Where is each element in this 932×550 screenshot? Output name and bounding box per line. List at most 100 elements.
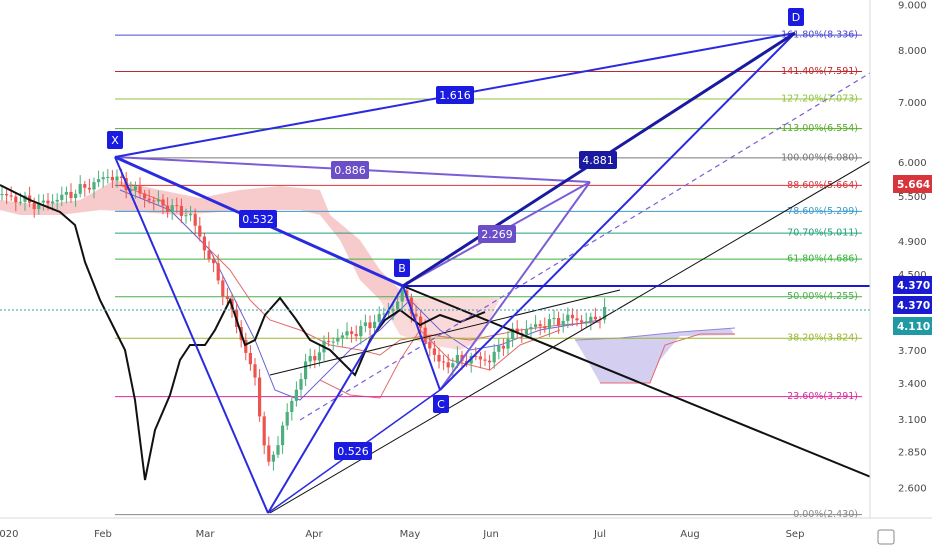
candle bbox=[138, 186, 142, 194]
candle bbox=[497, 345, 501, 352]
icon-box[interactable] bbox=[877, 529, 895, 545]
candle bbox=[414, 313, 418, 317]
ratio-box bbox=[331, 161, 369, 179]
time-label: Jun bbox=[482, 529, 499, 540]
candle bbox=[92, 182, 96, 190]
price-tag: 4.370 bbox=[897, 300, 930, 312]
candle bbox=[83, 184, 87, 188]
candle bbox=[0, 194, 4, 196]
price-label: 4.500 bbox=[898, 270, 927, 281]
point-label: C bbox=[437, 398, 445, 411]
candle bbox=[515, 328, 519, 334]
candle bbox=[74, 193, 78, 199]
candle bbox=[478, 356, 482, 360]
candle bbox=[23, 195, 27, 202]
fib-label: 113.00%(6.554) bbox=[781, 123, 858, 134]
candle bbox=[396, 301, 400, 309]
candle bbox=[202, 236, 206, 251]
candle bbox=[225, 296, 229, 300]
candle bbox=[455, 354, 459, 364]
labels: X B C D 1.616 0.886 0.532 2.269 0.526 4.881 bbox=[107, 8, 804, 460]
price-label: 7.000 bbox=[898, 98, 927, 109]
candle bbox=[133, 186, 137, 191]
candle bbox=[552, 318, 556, 320]
candle bbox=[156, 199, 160, 202]
candle bbox=[46, 200, 50, 204]
candle bbox=[524, 329, 528, 335]
candle bbox=[570, 314, 574, 319]
candle bbox=[442, 361, 446, 363]
candle bbox=[580, 320, 584, 323]
candle bbox=[345, 331, 349, 336]
candle bbox=[143, 193, 147, 199]
candle bbox=[340, 335, 344, 338]
candle bbox=[543, 326, 547, 329]
candle bbox=[327, 340, 331, 342]
candle bbox=[64, 191, 68, 195]
candle bbox=[78, 184, 82, 194]
candle bbox=[501, 345, 505, 349]
candle bbox=[331, 341, 335, 343]
candle bbox=[428, 342, 432, 349]
candle bbox=[120, 176, 124, 179]
candle bbox=[101, 177, 105, 180]
fib-label: 0.00%(2.430) bbox=[793, 509, 858, 520]
fib-label: 78.60%(5.299) bbox=[787, 206, 858, 217]
candle bbox=[248, 352, 252, 365]
candle bbox=[557, 318, 561, 326]
candle bbox=[294, 389, 298, 401]
candle bbox=[281, 425, 285, 446]
candle bbox=[207, 250, 211, 259]
candle bbox=[299, 379, 303, 390]
candle bbox=[179, 205, 183, 216]
candle bbox=[313, 356, 317, 361]
candle bbox=[354, 333, 358, 337]
point-label: X bbox=[111, 134, 119, 147]
time-label: 2020 bbox=[0, 529, 18, 540]
point-box bbox=[788, 8, 804, 26]
candle bbox=[409, 297, 413, 314]
price-label: 9.000 bbox=[898, 0, 927, 11]
time-label: Apr bbox=[305, 529, 323, 540]
candle bbox=[244, 339, 248, 353]
candle bbox=[198, 225, 202, 237]
candle bbox=[147, 198, 151, 201]
ratio-box bbox=[478, 225, 516, 243]
candle bbox=[304, 361, 308, 380]
candle bbox=[14, 196, 18, 203]
price-tag: 4.370 bbox=[897, 280, 930, 292]
price-tag: 5.664 bbox=[897, 179, 930, 191]
candle bbox=[359, 326, 363, 337]
settings-icon[interactable] bbox=[877, 529, 895, 545]
candle bbox=[547, 319, 551, 329]
candle bbox=[161, 199, 165, 206]
price-label: 2.850 bbox=[898, 448, 927, 459]
candle bbox=[271, 454, 275, 462]
candle bbox=[152, 200, 156, 202]
candle bbox=[336, 337, 340, 342]
point-label: B bbox=[398, 262, 406, 275]
candle bbox=[193, 214, 197, 226]
candle bbox=[51, 201, 55, 204]
ratio-label: 0.532 bbox=[242, 213, 274, 226]
candle bbox=[308, 356, 312, 362]
candle bbox=[584, 321, 588, 323]
time-label: Jul bbox=[593, 529, 606, 540]
candle bbox=[446, 362, 450, 368]
candle bbox=[189, 214, 193, 216]
candle bbox=[221, 280, 225, 297]
candle bbox=[285, 412, 289, 426]
fib-label: 23.60%(3.291) bbox=[787, 391, 858, 402]
candle bbox=[561, 320, 565, 326]
ratio-label: 0.886 bbox=[334, 164, 366, 177]
candle bbox=[41, 200, 45, 203]
candle bbox=[593, 316, 597, 320]
price-tag-box bbox=[893, 276, 932, 294]
fib-label: 127.20%(7.073) bbox=[781, 94, 858, 105]
price-label: 3.700 bbox=[898, 346, 927, 357]
candle bbox=[432, 348, 436, 355]
price-label: 6.000 bbox=[898, 158, 927, 169]
